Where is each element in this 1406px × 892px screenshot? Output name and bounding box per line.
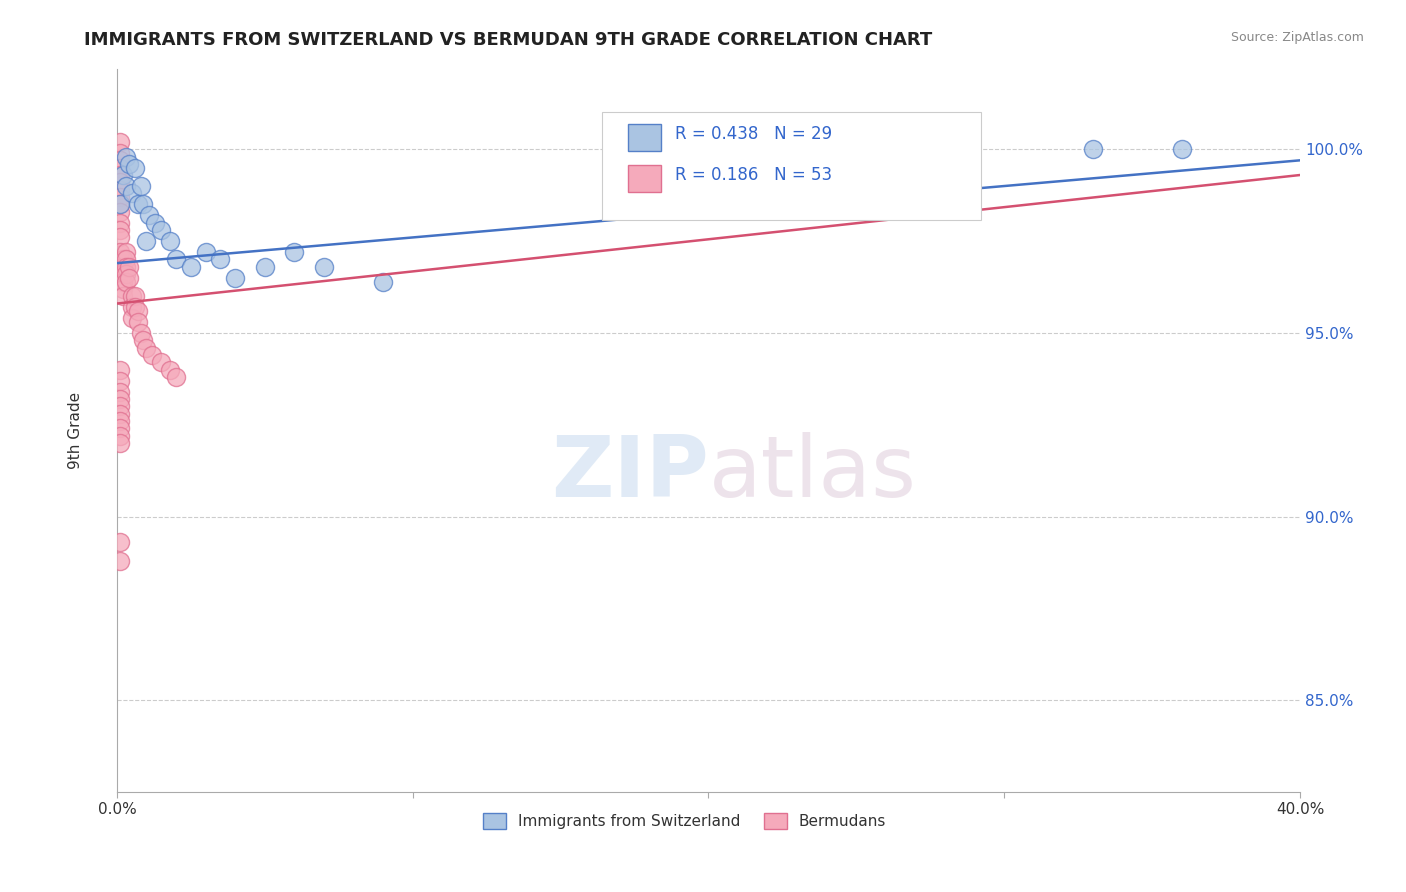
Text: Source: ZipAtlas.com: Source: ZipAtlas.com: [1230, 31, 1364, 45]
Point: [224, 270, 246, 285]
Point: [114, 179, 136, 194]
Text: atlas: atlas: [709, 432, 917, 516]
Point: [114, 245, 136, 260]
Point: [165, 370, 187, 384]
Point: [118, 270, 141, 285]
Point: [159, 234, 181, 248]
Point: [108, 421, 131, 435]
Point: [108, 161, 131, 175]
Point: [124, 289, 146, 303]
Point: [118, 157, 141, 171]
Text: R = 0.438   N = 29: R = 0.438 N = 29: [675, 125, 832, 143]
Point: [283, 245, 305, 260]
Point: [108, 146, 131, 161]
FancyBboxPatch shape: [602, 112, 980, 220]
Bar: [628, 123, 661, 151]
Point: [108, 197, 131, 211]
Point: [127, 304, 149, 318]
Point: [845, 142, 868, 156]
Point: [114, 150, 136, 164]
Point: [108, 183, 131, 197]
Point: [114, 260, 136, 274]
Point: [118, 260, 141, 274]
Point: [121, 289, 143, 303]
Point: [371, 275, 394, 289]
Point: [114, 252, 136, 267]
Point: [129, 326, 152, 340]
Point: [108, 245, 131, 260]
Point: [159, 362, 181, 376]
Point: [108, 414, 131, 428]
Point: [135, 234, 157, 248]
Point: [108, 216, 131, 230]
Point: [108, 135, 131, 149]
Point: [135, 341, 157, 355]
Point: [132, 197, 155, 211]
Point: [180, 260, 202, 274]
Point: [127, 315, 149, 329]
Point: [108, 190, 131, 204]
Point: [121, 186, 143, 201]
Point: [108, 230, 131, 244]
Point: [312, 260, 335, 274]
Point: [111, 282, 134, 296]
Point: [111, 289, 134, 303]
Point: [108, 362, 131, 376]
Point: [127, 197, 149, 211]
Point: [111, 267, 134, 281]
Point: [132, 333, 155, 347]
Point: [108, 175, 131, 189]
Point: [111, 168, 134, 182]
Point: [108, 260, 131, 274]
Point: [111, 252, 134, 267]
Point: [108, 168, 131, 182]
Text: ZIP: ZIP: [551, 432, 709, 516]
Point: [108, 153, 131, 168]
Point: [108, 374, 131, 388]
Point: [150, 355, 173, 369]
Point: [129, 179, 152, 194]
Text: IMMIGRANTS FROM SWITZERLAND VS BERMUDAN 9TH GRADE CORRELATION CHART: IMMIGRANTS FROM SWITZERLAND VS BERMUDAN …: [84, 31, 932, 49]
Point: [108, 400, 131, 414]
Point: [108, 223, 131, 237]
Point: [194, 245, 217, 260]
Point: [150, 223, 173, 237]
Point: [124, 300, 146, 314]
Text: R = 0.186   N = 53: R = 0.186 N = 53: [675, 166, 832, 184]
Point: [114, 267, 136, 281]
Point: [111, 260, 134, 274]
Point: [114, 275, 136, 289]
Point: [209, 252, 232, 267]
Point: [108, 535, 131, 549]
Point: [253, 260, 276, 274]
Point: [108, 392, 131, 406]
Point: [124, 161, 146, 175]
Point: [121, 300, 143, 314]
Bar: [628, 165, 661, 193]
Point: [138, 208, 160, 222]
Point: [108, 197, 131, 211]
Point: [121, 311, 143, 326]
Point: [108, 436, 131, 450]
Point: [141, 348, 163, 362]
Point: [108, 384, 131, 399]
Point: [143, 216, 166, 230]
Point: [111, 275, 134, 289]
Legend: Immigrants from Switzerland, Bermudans: Immigrants from Switzerland, Bermudans: [477, 806, 893, 835]
Point: [108, 429, 131, 443]
Point: [108, 553, 131, 567]
Point: [1170, 142, 1192, 156]
Point: [108, 204, 131, 219]
Text: 9th Grade: 9th Grade: [67, 392, 83, 469]
Point: [1081, 142, 1104, 156]
Point: [165, 252, 187, 267]
Point: [108, 407, 131, 421]
